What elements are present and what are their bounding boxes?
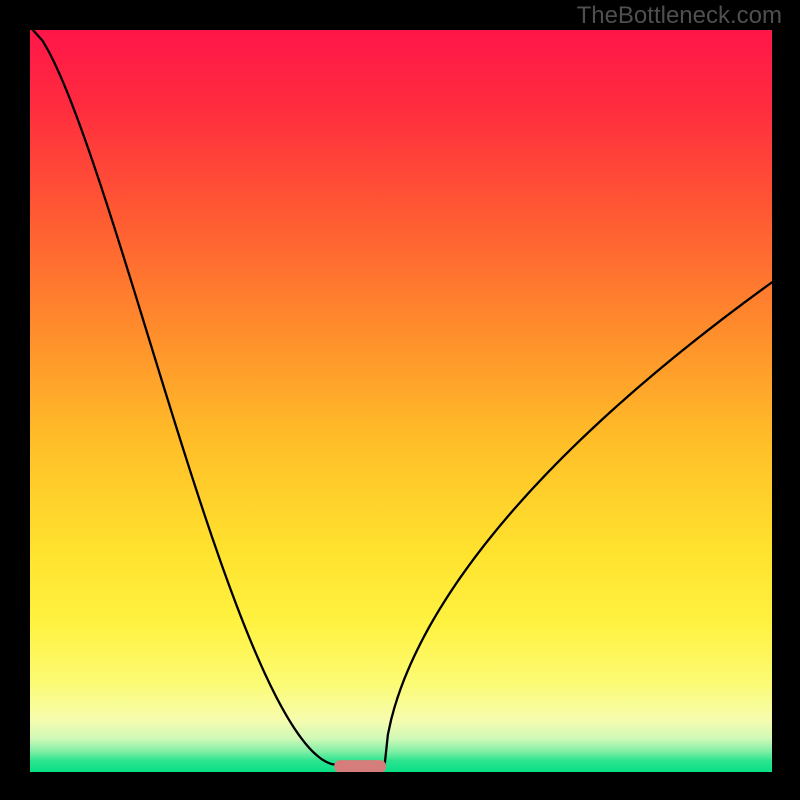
gradient-background [30, 30, 772, 772]
chart-container: TheBottleneck.com [0, 0, 800, 800]
chart-svg [30, 30, 772, 772]
plot-area [30, 30, 772, 772]
bottleneck-marker [334, 760, 386, 772]
watermark-text: TheBottleneck.com [577, 2, 782, 30]
